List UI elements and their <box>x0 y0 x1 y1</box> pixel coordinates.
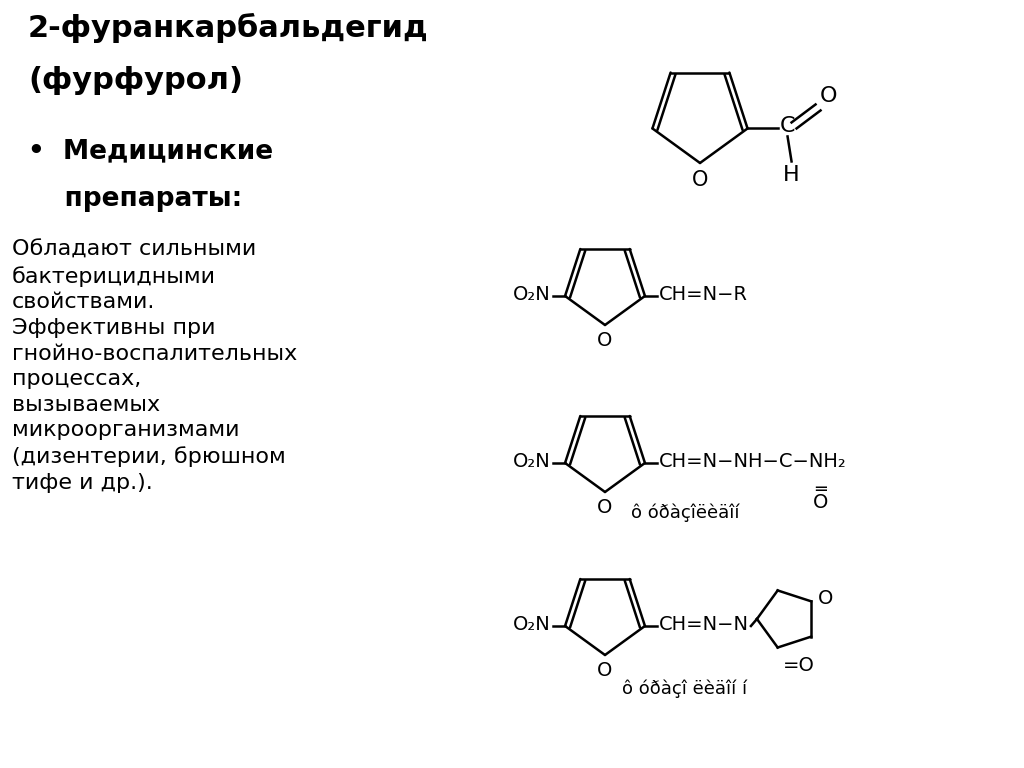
Text: CH=N−NH−C−NH₂: CH=N−NH−C−NH₂ <box>659 452 847 472</box>
Text: H: H <box>783 165 800 185</box>
Text: C: C <box>779 117 795 137</box>
Text: CH=N−R: CH=N−R <box>659 286 748 304</box>
Text: препараты:: препараты: <box>28 186 243 212</box>
Text: O: O <box>597 661 612 680</box>
Text: 2-фуранкарбальдегид: 2-фуранкарбальдегид <box>28 13 429 43</box>
Text: (фурфурол): (фурфурол) <box>28 66 243 95</box>
Text: O: O <box>692 170 709 190</box>
Text: Обладают сильными
бактерицидными
свойствами.
Эффективны при
гнойно-воспалительны: Обладают сильными бактерицидными свойств… <box>12 240 297 492</box>
Text: O: O <box>597 331 612 350</box>
Text: O: O <box>819 87 837 107</box>
Text: O₂N: O₂N <box>513 615 551 634</box>
Text: O: O <box>818 589 834 607</box>
Text: CH=N−N: CH=N−N <box>659 615 749 634</box>
Text: O₂N: O₂N <box>513 286 551 304</box>
Text: ô óðàçîëèäîí: ô óðàçîëèäîí <box>631 503 739 521</box>
Text: ô óðàçî ëèäîí í: ô óðàçî ëèäîí í <box>623 680 748 699</box>
Text: •  Медицинские: • Медицинские <box>28 138 273 164</box>
Text: O₂N: O₂N <box>513 452 551 472</box>
Text: =O: =O <box>782 656 814 675</box>
Text: O: O <box>813 493 828 512</box>
Text: ═: ═ <box>815 481 826 499</box>
Text: O: O <box>597 498 612 517</box>
